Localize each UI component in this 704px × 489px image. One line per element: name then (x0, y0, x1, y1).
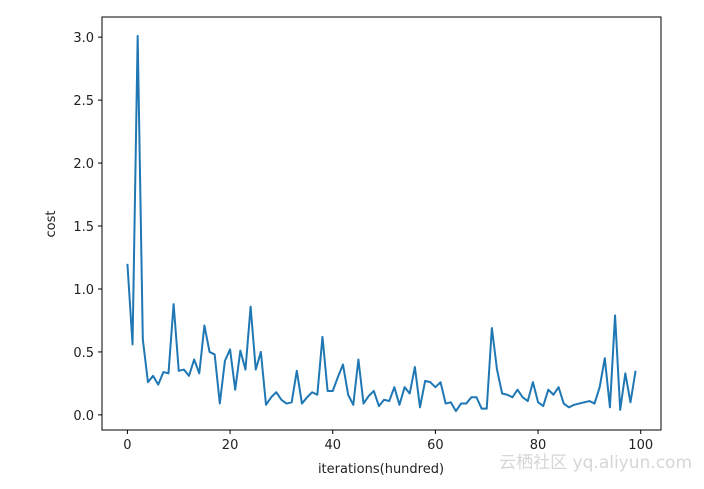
watermark: 云栖社区 yq.aliyun.com (499, 453, 692, 473)
plot-frame (101, 16, 662, 431)
x-tick-label: 80 (530, 438, 547, 453)
x-axis-label: iterations(hundred) (318, 462, 444, 477)
y-tick-label: 3.0 (73, 31, 94, 46)
line-series (126, 34, 637, 413)
x-tick-label: 60 (427, 438, 444, 453)
y-tick-label: 0.0 (73, 409, 94, 424)
y-tick-label: 1.5 (73, 220, 94, 235)
x-tick-label: 40 (324, 438, 341, 453)
y-tick-label: 2.0 (73, 157, 94, 172)
x-tick-label: 20 (222, 438, 239, 453)
y-tick-label: 0.5 (73, 346, 94, 361)
y-axis-label: cost (44, 211, 59, 238)
y-tick-label: 2.5 (73, 94, 94, 109)
y-tick-label: 1.0 (73, 283, 94, 298)
x-tick-label: 0 (123, 438, 131, 453)
x-tick-label: 100 (628, 438, 653, 453)
